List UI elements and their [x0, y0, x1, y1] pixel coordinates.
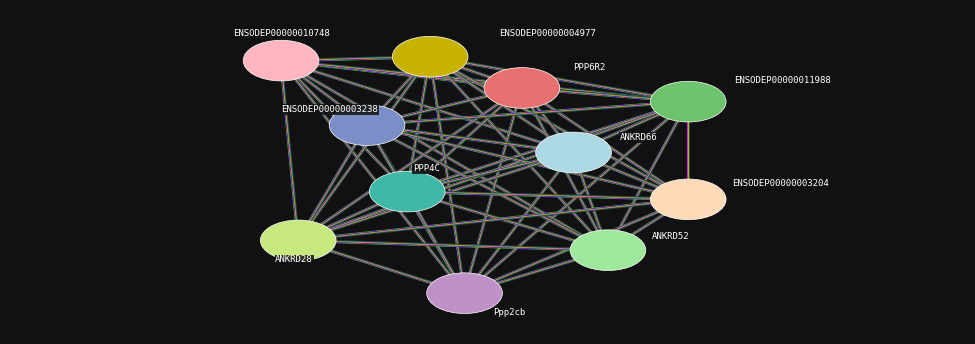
Ellipse shape — [650, 179, 726, 220]
Text: ENSODEP00000003204: ENSODEP00000003204 — [732, 179, 829, 188]
Text: ENSODEP00000011988: ENSODEP00000011988 — [734, 76, 831, 85]
Text: ANKRD66: ANKRD66 — [619, 133, 657, 142]
Text: PPP4C: PPP4C — [413, 164, 440, 173]
Ellipse shape — [570, 230, 645, 270]
Text: ANKRD28: ANKRD28 — [275, 256, 313, 265]
Text: ENSODEP00000010748: ENSODEP00000010748 — [233, 29, 330, 38]
Ellipse shape — [330, 105, 405, 146]
Text: PPP6R2: PPP6R2 — [573, 63, 605, 72]
Text: ANKRD52: ANKRD52 — [651, 232, 689, 241]
Ellipse shape — [260, 220, 336, 261]
Text: Ppp2cb: Ppp2cb — [493, 308, 526, 317]
Ellipse shape — [427, 273, 502, 313]
Ellipse shape — [370, 171, 445, 212]
Ellipse shape — [392, 36, 468, 77]
Ellipse shape — [243, 40, 319, 81]
Text: ENSODEP00000004977: ENSODEP00000004977 — [499, 29, 596, 38]
Ellipse shape — [535, 132, 611, 173]
Ellipse shape — [484, 68, 560, 108]
Text: ENSODEP00000003238: ENSODEP00000003238 — [281, 105, 377, 114]
Ellipse shape — [650, 81, 726, 122]
